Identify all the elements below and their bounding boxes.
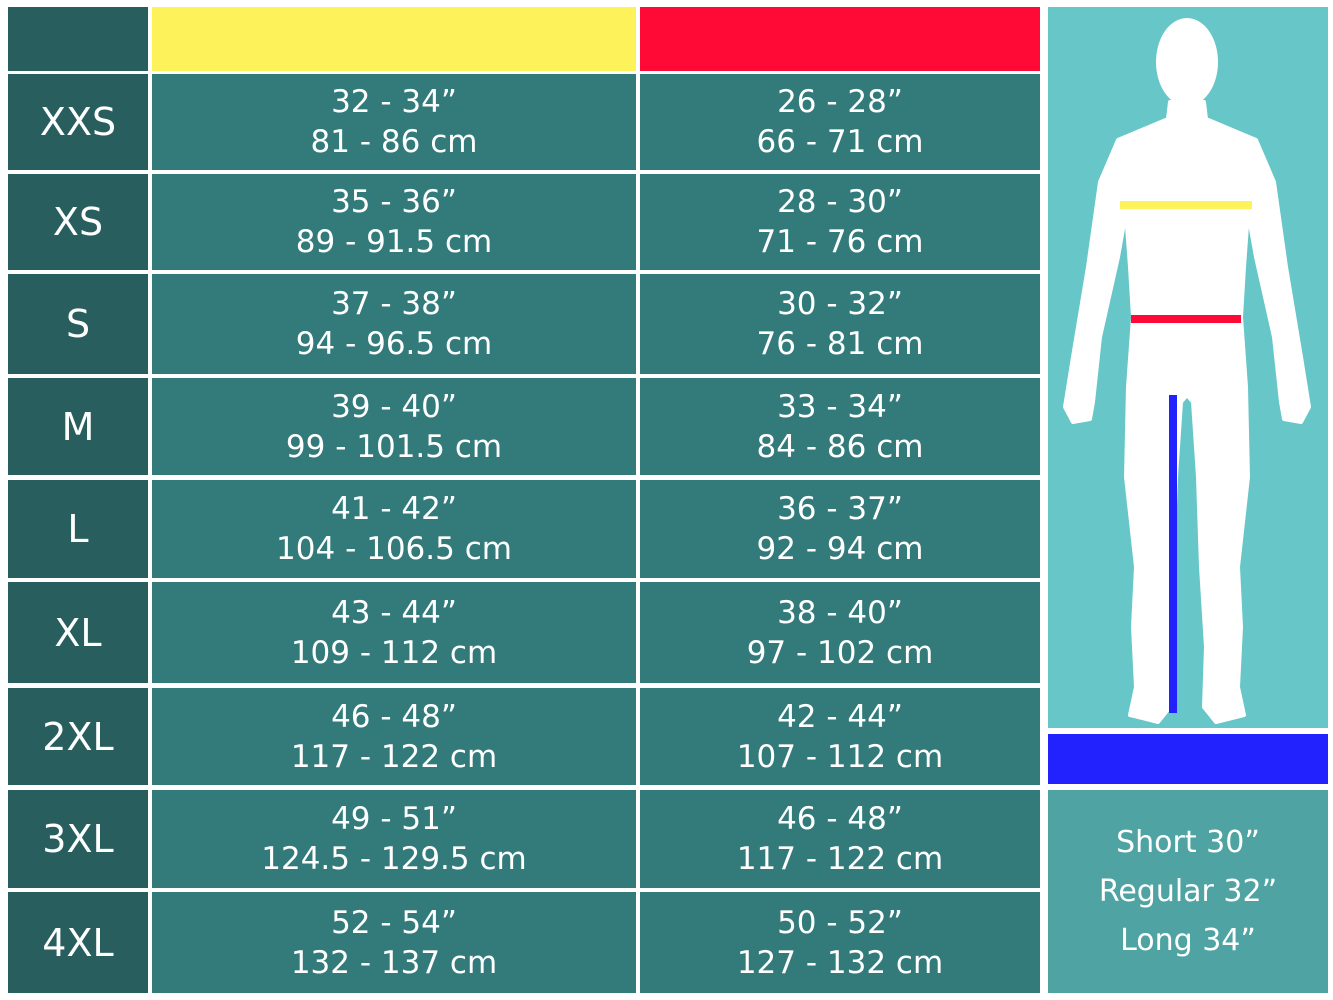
waist-in-value: 26 - 28” <box>777 84 903 120</box>
body-shape <box>1063 100 1311 724</box>
waist-cm-value: 127 - 132 cm <box>736 944 944 981</box>
figure-panel <box>1048 7 1328 728</box>
chest-cm-value: 94 - 96.5 cm <box>295 326 493 362</box>
waist-cm-value: 71 - 76 cm <box>756 224 924 260</box>
chest-cm-value: 117 - 122 cm <box>290 738 498 775</box>
chest-in-value: 46 - 48” <box>331 698 457 735</box>
chest-cell: 46 - 48” 117 - 122 cm <box>152 688 636 785</box>
body-silhouette-figure <box>1063 18 1311 724</box>
waist-cm-value: 76 - 81 cm <box>756 326 924 362</box>
waist-in-value: 28 - 30” <box>777 184 903 220</box>
waist-in-value: 38 - 40” <box>777 594 903 631</box>
length-short: Short 30” <box>1116 825 1260 860</box>
size-label-cell: 2XL <box>8 688 148 785</box>
waist-cm-value: 66 - 71 cm <box>756 124 924 160</box>
chest-in-value: 52 - 54” <box>331 904 457 941</box>
size-label-cell: XXS <box>8 74 148 170</box>
chest-cell: 41 - 42” 104 - 106.5 cm <box>152 480 636 578</box>
size-value: M <box>61 404 95 449</box>
chest-cell: 39 - 40” 99 - 101.5 cm <box>152 378 636 475</box>
waist-color-header <box>640 7 1040 71</box>
chest-cm-value: 81 - 86 cm <box>310 124 478 160</box>
header-corner <box>8 7 148 71</box>
waist-in-value: 42 - 44” <box>777 698 903 735</box>
inseam-lengths: Short 30” Regular 32” Long 34” <box>1048 790 1328 993</box>
size-label-cell: S <box>8 274 148 374</box>
chest-cm-value: 109 - 112 cm <box>290 634 498 671</box>
chest-in-value: 35 - 36” <box>331 184 457 220</box>
chest-in-value: 32 - 34” <box>331 84 457 120</box>
size-label-cell: XS <box>8 174 148 270</box>
waist-cm-value: 92 - 94 cm <box>756 531 924 567</box>
waist-cell: 26 - 28” 66 - 71 cm <box>640 74 1040 170</box>
chest-cell: 32 - 34” 81 - 86 cm <box>152 74 636 170</box>
size-value: 2XL <box>42 714 114 759</box>
chest-cell: 43 - 44” 109 - 112 cm <box>152 582 636 683</box>
size-value: XXS <box>39 100 117 144</box>
chest-cell: 35 - 36” 89 - 91.5 cm <box>152 174 636 270</box>
waist-in-value: 46 - 48” <box>777 801 903 837</box>
chest-cm-value: 99 - 101.5 cm <box>285 428 503 465</box>
waist-in-value: 50 - 52” <box>777 904 903 941</box>
chest-cm-value: 132 - 137 cm <box>290 944 498 981</box>
chest-cm-value: 124.5 - 129.5 cm <box>261 841 527 877</box>
waist-cell: 30 - 32” 76 - 81 cm <box>640 274 1040 374</box>
size-label-cell: XL <box>8 582 148 683</box>
waist-cm-value: 84 - 86 cm <box>756 428 924 465</box>
size-value: XS <box>52 200 104 244</box>
chest-in-value: 41 - 42” <box>331 491 457 527</box>
chest-color-header <box>152 7 636 71</box>
waist-in-value: 30 - 32” <box>777 286 903 322</box>
size-label-cell: 4XL <box>8 892 148 993</box>
length-regular: Regular 32” <box>1098 874 1278 909</box>
size-value: 3XL <box>42 817 114 861</box>
size-value: L <box>67 507 89 551</box>
chest-in-value: 39 - 40” <box>331 388 457 425</box>
waist-in-value: 36 - 37” <box>777 491 903 527</box>
waist-cm-value: 97 - 102 cm <box>746 634 934 671</box>
waist-cm-value: 117 - 122 cm <box>736 841 944 877</box>
size-value: 4XL <box>42 920 114 965</box>
waist-measure-line <box>1131 315 1241 323</box>
waist-cell: 46 - 48” 117 - 122 cm <box>640 790 1040 888</box>
size-label-cell: M <box>8 378 148 475</box>
chest-in-value: 49 - 51” <box>331 801 457 837</box>
waist-cell: 38 - 40” 97 - 102 cm <box>640 582 1040 683</box>
chest-cell: 52 - 54” 132 - 137 cm <box>152 892 636 993</box>
inseam-measure-line <box>1169 395 1177 713</box>
size-value: XL <box>54 610 102 655</box>
size-label-cell: L <box>8 480 148 578</box>
size-label-cell: 3XL <box>8 790 148 888</box>
size-value: S <box>65 302 91 346</box>
chest-in-value: 43 - 44” <box>331 594 457 631</box>
waist-cm-value: 107 - 112 cm <box>736 738 944 775</box>
waist-in-value: 33 - 34” <box>777 388 903 425</box>
chest-cell: 49 - 51” 124.5 - 129.5 cm <box>152 790 636 888</box>
chest-in-value: 37 - 38” <box>331 286 457 322</box>
chest-cell: 37 - 38” 94 - 96.5 cm <box>152 274 636 374</box>
chest-measure-line <box>1120 201 1252 209</box>
waist-cell: 28 - 30” 71 - 76 cm <box>640 174 1040 270</box>
chest-cm-value: 104 - 106.5 cm <box>276 531 512 567</box>
head-shape <box>1156 18 1218 106</box>
length-long: Long 34” <box>1120 923 1256 958</box>
chest-cm-value: 89 - 91.5 cm <box>295 224 493 260</box>
inseam-color-header <box>1048 734 1328 784</box>
waist-cell: 50 - 52” 127 - 132 cm <box>640 892 1040 993</box>
waist-cell: 42 - 44” 107 - 112 cm <box>640 688 1040 785</box>
waist-cell: 33 - 34” 84 - 86 cm <box>640 378 1040 475</box>
waist-cell: 36 - 37” 92 - 94 cm <box>640 480 1040 578</box>
